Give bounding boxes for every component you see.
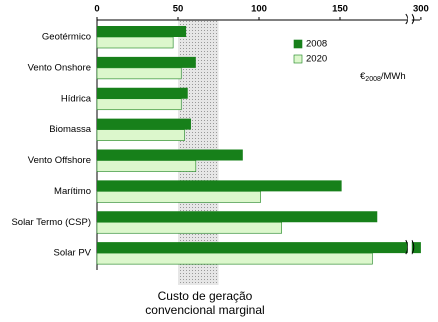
legend-swatch — [293, 39, 303, 49]
legend-label: 2020 — [306, 54, 327, 65]
break-gap — [407, 240, 412, 255]
bar — [96, 252, 373, 265]
bar — [97, 26, 187, 37]
x-tick-label: 300 — [413, 4, 429, 15]
y-tick-label: Marítimo — [54, 186, 91, 197]
break-gap — [407, 14, 412, 24]
y-tick-label: Solar PV — [54, 248, 92, 259]
bar — [96, 98, 182, 111]
bar — [97, 180, 342, 192]
y-tick-label: Geotérmico — [42, 32, 91, 43]
y-tick-label: Solar Termo (CSP) — [11, 217, 91, 228]
x-tick-label: 50 — [173, 4, 184, 15]
annotation: convencional marginal — [145, 303, 264, 317]
bar — [96, 67, 182, 80]
bar — [97, 242, 421, 254]
y-tick-label: Vento Offshore — [28, 155, 91, 166]
unit-symbol: € — [360, 71, 366, 82]
bar — [96, 36, 174, 49]
bar — [97, 56, 196, 68]
bar — [97, 211, 378, 223]
bar — [96, 221, 282, 234]
bar — [97, 149, 243, 161]
unit-rest: /MWh — [381, 71, 406, 82]
x-axis-label: €2008/MWh — [360, 71, 406, 83]
bar — [96, 191, 261, 203]
bar — [96, 160, 197, 172]
bar — [97, 87, 188, 99]
y-tick-label: Biomassa — [49, 124, 91, 135]
x-tick-label: 0 — [94, 4, 99, 15]
legend-label: 2008 — [306, 39, 327, 50]
legend-swatch — [293, 54, 303, 64]
annotation: Custo de geração — [158, 289, 253, 303]
x-tick-label: 100 — [251, 4, 267, 15]
y-tick-label: Hídrica — [61, 93, 92, 104]
bar — [96, 129, 185, 141]
x-tick-label: 150 — [332, 4, 348, 15]
unit-sub: 2008 — [365, 76, 381, 83]
y-tick-label: Vento Onshore — [28, 62, 91, 73]
bar — [97, 118, 191, 130]
